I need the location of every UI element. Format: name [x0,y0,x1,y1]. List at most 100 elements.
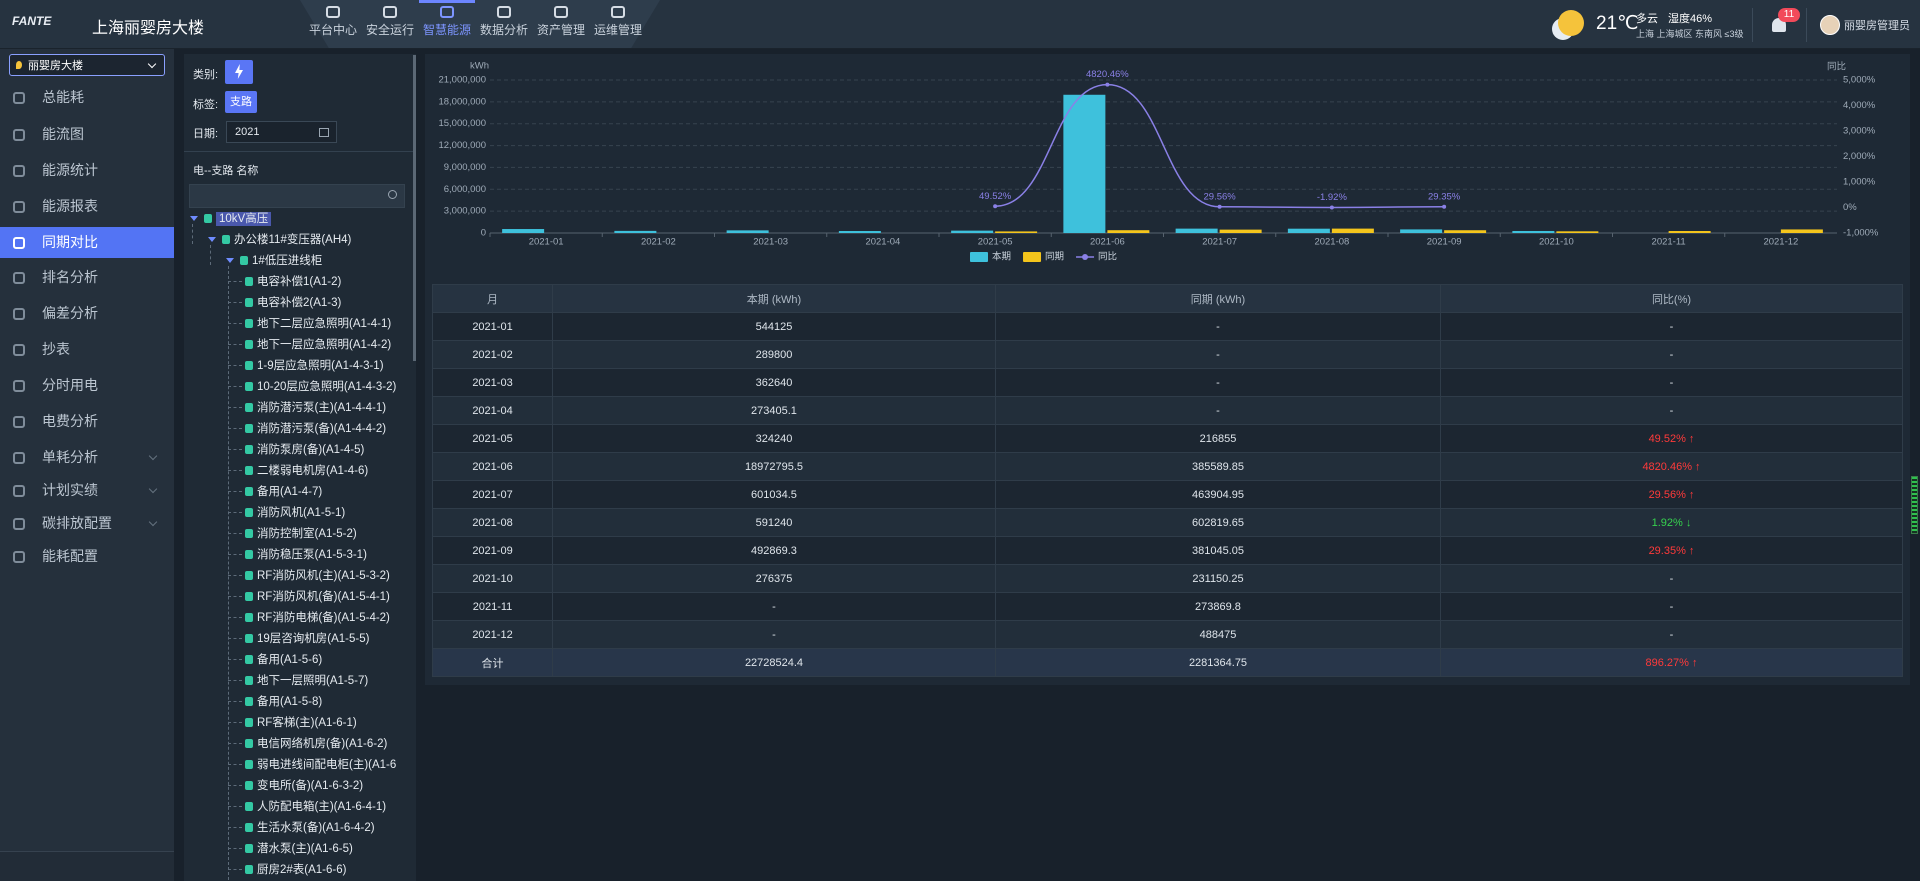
tree-node[interactable]: 潜水泵(主)(A1-6-5) [228,839,353,860]
tree-node[interactable]: RF客梯(主)(A1-6-1) [228,713,357,734]
tree-node[interactable]: 人防配电箱(主)(A1-6-4-1) [228,797,386,818]
nav-item[interactable]: 安全运行 [362,6,418,38]
x-tick-label: 2021-06 [1090,237,1125,248]
y-tick-label: 12,000,000 [438,140,486,151]
menu-item[interactable]: 碳排放配置 [0,508,174,539]
tree-connector [228,827,242,828]
tree-connector [228,680,242,681]
tree-node[interactable]: 10kV高压 [190,209,272,230]
category-button[interactable] [225,60,253,84]
tree-node[interactable]: 19层咨询机房(A1-5-5) [228,629,369,650]
expand-toggle[interactable] [226,258,234,263]
menu-item[interactable]: 总能耗 [0,82,174,113]
tree-node[interactable]: 弱电进线间配电柜(主)(A1-6 [228,755,396,776]
legend-symbol [970,252,988,262]
tree-node[interactable]: 消防潜污泵(备)(A1-4-4-2) [228,419,386,440]
chevron [148,484,158,494]
node-label: 生活水泵(备)(A1-6-4-2) [257,822,375,834]
table-row: 2021-04 273405.1- - [432,396,1903,425]
tree-node[interactable]: RF消防风机(备)(A1-5-4-1) [228,587,390,608]
table-cell: 324240 [552,424,996,453]
menu-item[interactable]: 能流图 [0,119,174,150]
menu-item[interactable]: 单耗分析 [0,442,174,473]
tree-node[interactable]: 消防控制室(A1-5-2) [228,524,357,545]
tree-node[interactable]: 变电所(备)(A1-6-3-2) [228,776,363,797]
node-label: 备用(A1-5-6) [257,654,323,666]
tree-node[interactable]: 厨房2#表(A1-6-6) [228,860,346,881]
tree-node[interactable]: 消防风机(A1-5-1) [228,503,345,524]
menu-item[interactable]: 能源报表 [0,191,174,222]
table-cell: 289800 [552,340,996,369]
node-label: RF消防电梯(备)(A1-5-4-2) [257,612,390,624]
expand-toggle[interactable] [208,237,216,242]
menu-item[interactable]: 抄表 [0,334,174,365]
tree-node[interactable]: 消防泵房(备)(A1-4-5) [228,440,364,461]
tree-node[interactable]: 地下一层照明(A1-5-7) [228,671,368,692]
tree-node[interactable]: 1-9层应急照明(A1-4-3-1) [228,356,384,377]
table-cell: 2021-10 [432,564,553,593]
expand-toggle[interactable] [190,216,198,221]
menu-label: 排名分析 [42,269,98,285]
separator [1806,8,1807,42]
search-input[interactable] [189,184,405,208]
bar [726,230,769,233]
tree-node[interactable]: 二楼弱电机房(A1-4-6) [228,461,368,482]
node-icon [245,361,253,370]
data-label: -1.92% [1317,192,1348,203]
menu-label: 总能耗 [42,89,84,105]
tree-node[interactable]: RF消防电梯(备)(A1-5-4-2) [228,608,390,629]
menu-label: 偏差分析 [42,305,98,321]
tree-connector [228,407,242,408]
menu-item[interactable]: 能源统计 [0,155,174,186]
tree-node[interactable]: 10-20层应急照明(A1-4-3-2) [228,377,396,398]
tree-node[interactable]: 备用(A1-4-7) [228,482,322,503]
node-icon [245,403,253,412]
tree-node[interactable]: 1#低压进线柜 [226,251,322,272]
menu-label: 抄表 [42,341,70,357]
tree-node[interactable]: 消防潜污泵(主)(A1-4-4-1) [228,398,386,419]
table-cell: 362640 [552,368,996,397]
nav-item[interactable]: 数据分析 [476,6,532,38]
nav-item[interactable]: 资产管理 [533,6,589,38]
menu-item[interactable]: 能耗配置 [0,541,174,572]
tree-node[interactable]: 地下一层应急照明(A1-4-2) [228,335,391,356]
tree-node[interactable]: 地下二层应急照明(A1-4-1) [228,314,391,335]
tag-button[interactable]: 支路 [225,91,257,113]
menu-item[interactable]: 电费分析 [0,406,174,437]
nav-item[interactable]: 运维管理 [590,6,646,38]
tree-node[interactable]: 电信网络机房(备)(A1-6-2) [228,734,387,755]
table-cell: - [1440,396,1903,425]
table-cell: 273405.1 [552,396,996,425]
data-label: 29.56% [1204,191,1237,202]
menu-item[interactable]: 偏差分析 [0,298,174,329]
date-input[interactable]: 2021 [226,121,337,143]
table-row: 2021-07 601034.5 463904.95 29.56% ↑ [432,480,1903,509]
tree-node[interactable]: 电容补偿1(A1-2) [228,272,341,293]
menu-item[interactable]: 同期对比 [0,227,174,258]
tree-node[interactable]: RF消防风机(主)(A1-5-3-2) [228,566,390,587]
menu-item[interactable]: 分时用电 [0,370,174,401]
node-label: 电容补偿2(A1-3) [257,297,342,309]
tree-node[interactable]: 消防稳压泵(A1-5-3-1) [228,545,367,566]
tree-node[interactable]: 办公楼11#变压器(AH4) [208,230,351,251]
nav-item[interactable]: 平台中心 [305,6,361,38]
menu-item[interactable]: 计划实绩 [0,475,174,506]
node-label: 19层咨询机房(A1-5-5) [257,633,370,645]
tree-node[interactable]: 生活水泵(备)(A1-6-4-2) [228,818,375,839]
nav-item[interactable]: 智慧能源 [419,6,475,38]
date-label: 日期: [193,128,219,140]
building-select[interactable]: 丽婴房大楼 [9,54,165,76]
y2-tick-label: 4,000% [1843,100,1876,111]
line-point [993,204,998,209]
table-cell: 合计 [432,648,553,677]
page-scroll-indicator[interactable] [1911,476,1918,534]
scrollbar[interactable] [413,55,416,361]
tree-node[interactable]: 备用(A1-5-8) [228,692,322,713]
tree-node[interactable]: 电容补偿2(A1-3) [228,293,341,314]
tree-node[interactable]: 备用(A1-5-6) [228,650,322,671]
nav-icon [383,6,397,18]
notification-badge[interactable]: 11 [1778,8,1800,22]
user-name[interactable]: 丽婴房管理员 [1844,20,1910,32]
user-avatar[interactable] [1820,15,1840,35]
menu-item[interactable]: 排名分析 [0,262,174,293]
